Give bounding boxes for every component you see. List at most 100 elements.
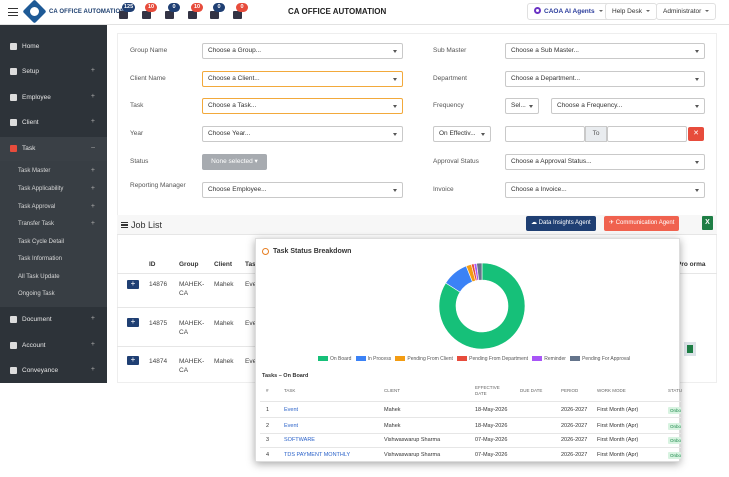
frequency-select-value: Choose a Frequency... [557, 102, 623, 109]
popup-task-link[interactable]: Event [284, 423, 299, 429]
submenu-item-transfer-task[interactable]: Transfer Task [18, 221, 55, 227]
list-icon-shape [142, 11, 151, 19]
tasks-icon[interactable]: 10 [185, 3, 205, 21]
submenu-item-task-cycle-detail[interactable]: Task Cycle Detail [18, 239, 65, 245]
legend-reminder[interactable]: Reminder [532, 356, 566, 362]
submenu-item-task-information[interactable]: Task Information [18, 256, 63, 262]
donut-slice-on-board[interactable] [438, 262, 526, 350]
robot-icon[interactable]: 0 [230, 3, 250, 21]
submenu-item-task-applicability[interactable]: Task Applicability [18, 186, 64, 192]
popup-task-link[interactable]: Event [284, 407, 299, 413]
popup-row-number: 3 [266, 437, 270, 443]
data-insights-agent-button[interactable]: ☁ Data Insights Agent [526, 216, 596, 231]
ai-agents-button[interactable]: CAOA AI Agents [527, 3, 610, 20]
sidebar-item-label: Document [22, 316, 52, 323]
legend-in-process[interactable]: In Process [355, 356, 391, 362]
frequency-type-select[interactable]: Sel... [505, 98, 539, 114]
help-desk-button[interactable]: Help Desk [605, 3, 657, 20]
legend-label: Pending From Client [407, 356, 453, 362]
submenu-item-ongoing-task[interactable]: Ongoing Task [18, 291, 55, 297]
robot-icon-shape [233, 11, 242, 19]
submenu-item-task-master[interactable]: Task Master [18, 168, 51, 174]
communication-agent-button[interactable]: ✈ Communication Agent [604, 216, 680, 231]
row-id: 14875 [149, 320, 168, 327]
sidebar-item-label: Employee [22, 94, 51, 101]
chevron-down-icon [645, 10, 650, 13]
legend-pending-from-department[interactable]: Pending From Department [457, 356, 528, 362]
effective-date-value: On Effectiv... [439, 130, 476, 137]
client-select-value: Choose a Client... [208, 75, 260, 82]
submenu-item-all-task-update[interactable]: All Task Update [18, 274, 60, 280]
popup-column-header: WORK MODE [597, 388, 626, 393]
sidebar-item-home[interactable]: Home [0, 35, 107, 59]
group-select[interactable]: Choose a Group... [202, 43, 403, 59]
popup-column-header: EFFECTIVE DATE [475, 385, 500, 396]
year-select[interactable]: Choose Year... [202, 126, 403, 142]
chevron-down-icon [529, 105, 533, 108]
popup-row-divider [260, 447, 681, 448]
client-select[interactable]: Choose a Client... [202, 71, 403, 87]
sub-master-select[interactable]: Choose a Sub Master... [505, 43, 705, 59]
effective-date-select[interactable]: On Effectiv... [433, 126, 491, 142]
car-icon [10, 367, 17, 374]
department-select-value: Choose a Department... [511, 75, 581, 82]
legend-pending-for-approval[interactable]: Pending For Approval [570, 356, 630, 362]
chat-icon[interactable]: 0 [207, 3, 227, 21]
sidebar-item-task[interactable]: Task – [0, 137, 107, 161]
user-menu-button[interactable]: Administrator [656, 3, 717, 20]
expand-row-button[interactable]: + [127, 356, 139, 365]
column-header-proforma: Pro orma [677, 261, 706, 268]
excel-export-icon[interactable]: X [702, 216, 713, 230]
task-select[interactable]: Choose a Task... [202, 98, 403, 114]
tasks-icon-shape [188, 11, 197, 19]
column-header-task: Tas [245, 261, 256, 268]
legend-on-board[interactable]: On Board [318, 356, 351, 362]
legend-label: Pending From Department [469, 356, 529, 362]
brand-name: CA OFFICE AUTOMATION [49, 9, 125, 15]
donut-slice-pending-for-approval[interactable] [476, 262, 483, 281]
invoice-select[interactable]: Choose a Invoice... [505, 182, 705, 198]
menu-icon[interactable] [8, 8, 18, 16]
popup-row-divider [260, 401, 681, 402]
expand-row-button[interactable]: + [127, 318, 139, 327]
data-insights-label: Data Insights Agent [538, 220, 591, 226]
sidebar-item-account[interactable]: Account + [0, 334, 107, 358]
legend-label: Pending For Approval [582, 356, 631, 362]
legend-label: On Board [330, 356, 352, 362]
list-icon[interactable]: 10 [139, 3, 159, 21]
status-multiselect[interactable]: None selected ▾ [202, 154, 267, 170]
row-id: 14876 [149, 281, 168, 288]
date-to-input[interactable] [607, 126, 687, 142]
sidebar-item-employee[interactable]: Employee + [0, 86, 107, 110]
popup-period: 2026-2027 [561, 423, 588, 429]
clear-date-button[interactable]: ✕ [688, 127, 704, 141]
sidebar-item-client[interactable]: Client + [0, 111, 107, 135]
row-client: Mahek [214, 320, 234, 327]
column-header-group: Group [179, 261, 199, 268]
popup-task-link[interactable]: SOFTWARE [284, 437, 315, 443]
row-client: Mahek [214, 358, 234, 365]
user-icon [10, 94, 17, 101]
sub-master-select-value: Choose a Sub Master... [511, 47, 579, 54]
plus-icon: + [90, 118, 95, 125]
status-donut-chart [438, 262, 526, 350]
legend-pending-from-client[interactable]: Pending From Client [395, 356, 453, 362]
sidebar-item-document[interactable]: Document + [0, 308, 107, 332]
invoice-select-value: Choose a Invoice... [511, 186, 567, 193]
expand-row-button[interactable]: + [127, 280, 139, 289]
approval-status-select[interactable]: Choose a Approval Status... [505, 154, 705, 170]
date-from-input[interactable] [505, 126, 585, 142]
submenu-item-task-approval[interactable]: Task Approval [18, 204, 56, 210]
sidebar-item-conveyance[interactable]: Conveyance + [0, 359, 107, 383]
excel-shadow-icon [684, 342, 696, 356]
bell-icon[interactable]: 125 [116, 3, 136, 21]
frequency-select[interactable]: Choose a Frequency... [551, 98, 705, 114]
popup-task-link[interactable]: TDS PAYMENT MONTHLY [284, 452, 351, 458]
row-task: Eve [245, 358, 257, 365]
mail-icon[interactable]: 0 [162, 3, 182, 21]
sidebar-item-setup[interactable]: Setup + [0, 60, 107, 84]
employee-select[interactable]: Choose Employee... [202, 182, 403, 198]
ai-agents-label: CAOA AI Agents [544, 8, 595, 15]
popup-row-divider [260, 433, 681, 434]
department-select[interactable]: Choose a Department... [505, 71, 705, 87]
